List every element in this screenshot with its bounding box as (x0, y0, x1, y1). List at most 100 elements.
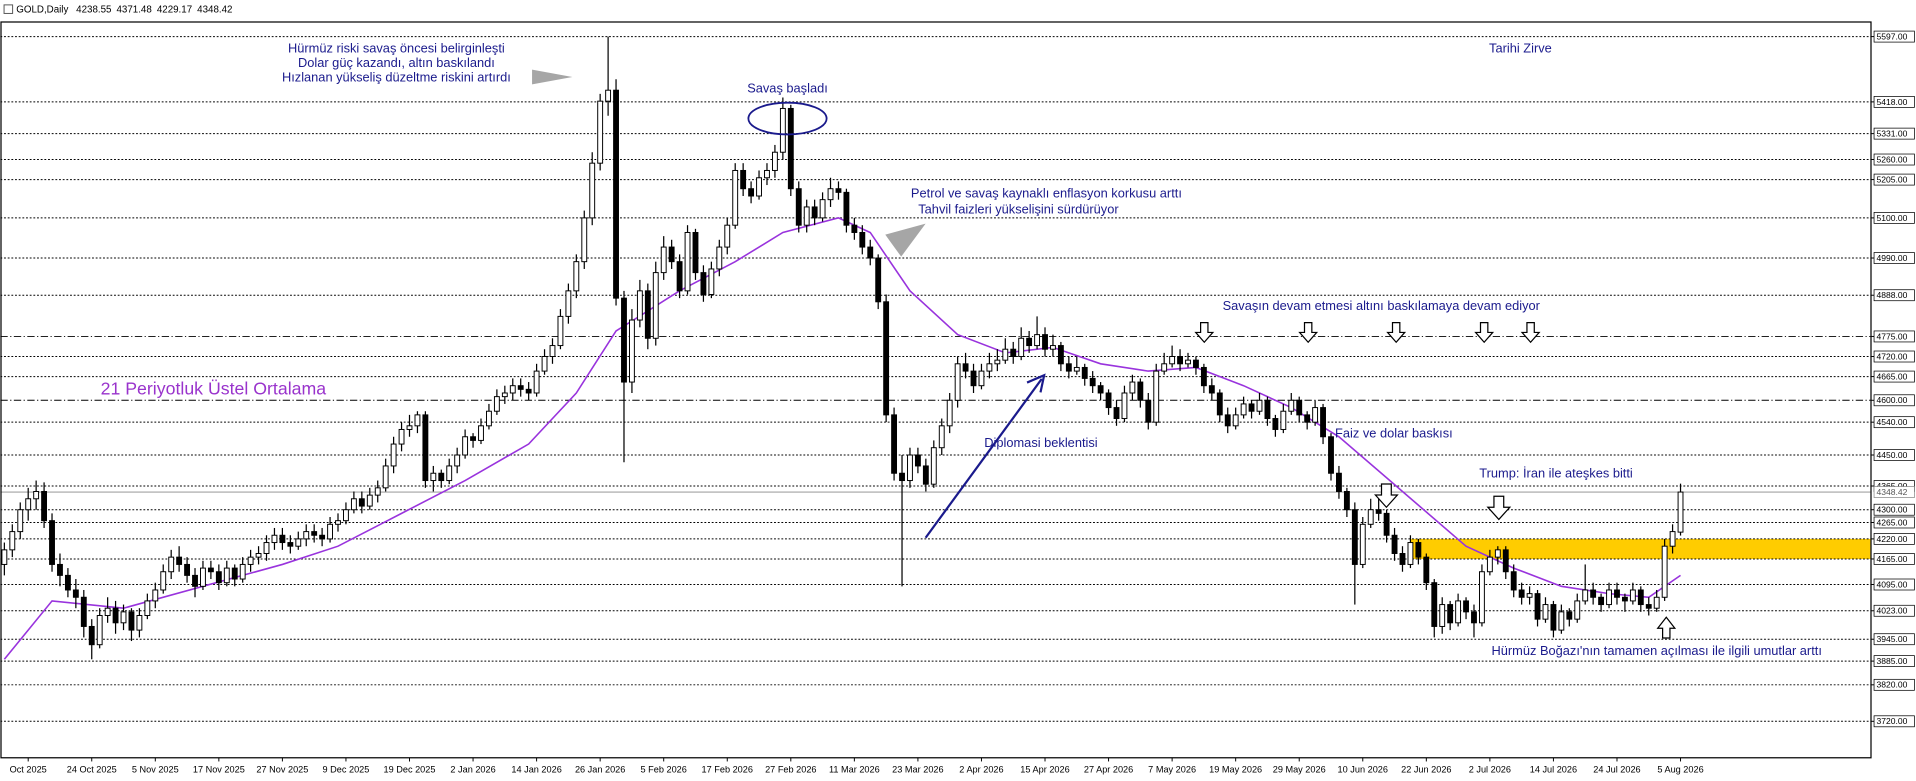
x-tick-label: Oct 2025 (10, 764, 47, 774)
candle-body (25, 498, 32, 511)
pointer-triangle (885, 223, 926, 257)
candle-body (716, 246, 723, 270)
y-tick-label: 4990.00 (1877, 253, 1908, 263)
candle-body (1621, 596, 1628, 602)
candle-body (509, 385, 516, 394)
y-tick-label: 3885.00 (1877, 656, 1908, 666)
down-arrow (1386, 322, 1407, 344)
candle-body (1026, 337, 1033, 347)
candle-body (1272, 418, 1279, 430)
candle-body (883, 301, 890, 416)
y-label-box (1873, 604, 1915, 617)
annotation: Hürmüz Boğazı'nın tamamen açılması ile i… (1492, 643, 1822, 658)
candle-body (962, 363, 969, 372)
candle-body (1582, 589, 1589, 602)
candle-body (1510, 571, 1517, 591)
pointer-triangle (532, 69, 573, 85)
trend-arrow (924, 378, 1043, 539)
y-label-box (1873, 553, 1915, 565)
candle-body (1328, 436, 1334, 474)
candle-body (422, 414, 429, 482)
candle-body (1145, 399, 1152, 423)
zone-layer (1410, 538, 1871, 559)
candle-body (684, 231, 691, 292)
candle-body (104, 607, 111, 616)
annotation: Faiz ve dolar baskısı (1335, 425, 1453, 440)
candle-body (565, 290, 572, 317)
down-arrows (1194, 322, 1677, 639)
candle-body (1566, 611, 1573, 620)
candle-body (1574, 600, 1581, 620)
trend-arrow-head (1026, 373, 1046, 393)
candle-body (1050, 345, 1056, 350)
candle-body (748, 188, 755, 197)
x-tick-label: 22 Jun 2026 (1401, 764, 1451, 774)
plot-frame (0, 21, 1872, 759)
down-arrow (1474, 322, 1495, 344)
candle-body (1486, 556, 1493, 573)
candle-body (1526, 593, 1533, 598)
candle-body (867, 246, 874, 259)
candle-body (827, 188, 834, 201)
y-tick-label: 5418.00 (1877, 97, 1908, 107)
candle-body (144, 600, 151, 616)
candle-body (1153, 370, 1160, 423)
candle-body (478, 425, 484, 441)
candle-body (1097, 385, 1104, 394)
candle-body (454, 454, 461, 467)
candle-body (350, 498, 357, 511)
price-zone (1410, 538, 1871, 559)
candle-body (803, 206, 810, 226)
candle-body (430, 472, 437, 482)
x-tick-label: 11 Mar 2026 (829, 764, 880, 774)
candle-body (605, 89, 612, 102)
candle-body (978, 370, 985, 387)
y-label-box (1873, 173, 1915, 186)
candle-body (33, 490, 40, 500)
candle-body (1439, 604, 1446, 627)
candle-body (756, 177, 762, 197)
candle-body (946, 399, 953, 427)
candle-body (1113, 407, 1120, 420)
down-arrow (1486, 495, 1512, 521)
candle-body (811, 206, 818, 219)
candle-body (343, 509, 349, 522)
candle-body (247, 556, 254, 565)
candle-body (1669, 531, 1676, 547)
x-tick-label: 23 Mar 2026 (892, 764, 943, 774)
y-tick-label: 5260.00 (1877, 154, 1908, 164)
x-tick-label: 17 Feb 2026 (702, 764, 753, 774)
x-tick-label: 2 Jul 2026 (1469, 764, 1511, 774)
y-label-box (1873, 678, 1915, 691)
ema-line (3, 217, 1681, 660)
candle-body (994, 359, 1001, 365)
down-arrow (1374, 483, 1399, 509)
candle-body (327, 523, 333, 540)
candle-body (732, 169, 739, 226)
candle-body (1256, 399, 1263, 412)
y-label-box (1873, 449, 1915, 461)
candle-body (1216, 392, 1223, 416)
candle-body (1502, 549, 1509, 573)
annotation: Tahvil faizleri yükselişini sürdürüyor (918, 202, 1119, 217)
header-high: 4371.48 (116, 4, 151, 15)
candle-body (740, 169, 747, 190)
candle-body (1637, 589, 1644, 606)
candle-body (1081, 366, 1088, 379)
candle-body (64, 574, 71, 591)
candle-body (636, 290, 643, 321)
y-label-box (1873, 289, 1915, 302)
candle-body (295, 538, 302, 547)
candle-body (255, 553, 262, 558)
candle-body (835, 188, 842, 193)
candle-body (1200, 366, 1207, 387)
candle-body (1542, 604, 1549, 620)
candle-body (1336, 472, 1342, 492)
candle-body (1534, 593, 1541, 620)
candle-body (1129, 381, 1136, 394)
candle-body (517, 385, 524, 390)
highlight-ellipse (747, 101, 828, 136)
annotation: Trump: İran ile ateşkes bitti (1479, 466, 1633, 481)
candle-body (168, 556, 175, 573)
candle-body (335, 520, 341, 525)
